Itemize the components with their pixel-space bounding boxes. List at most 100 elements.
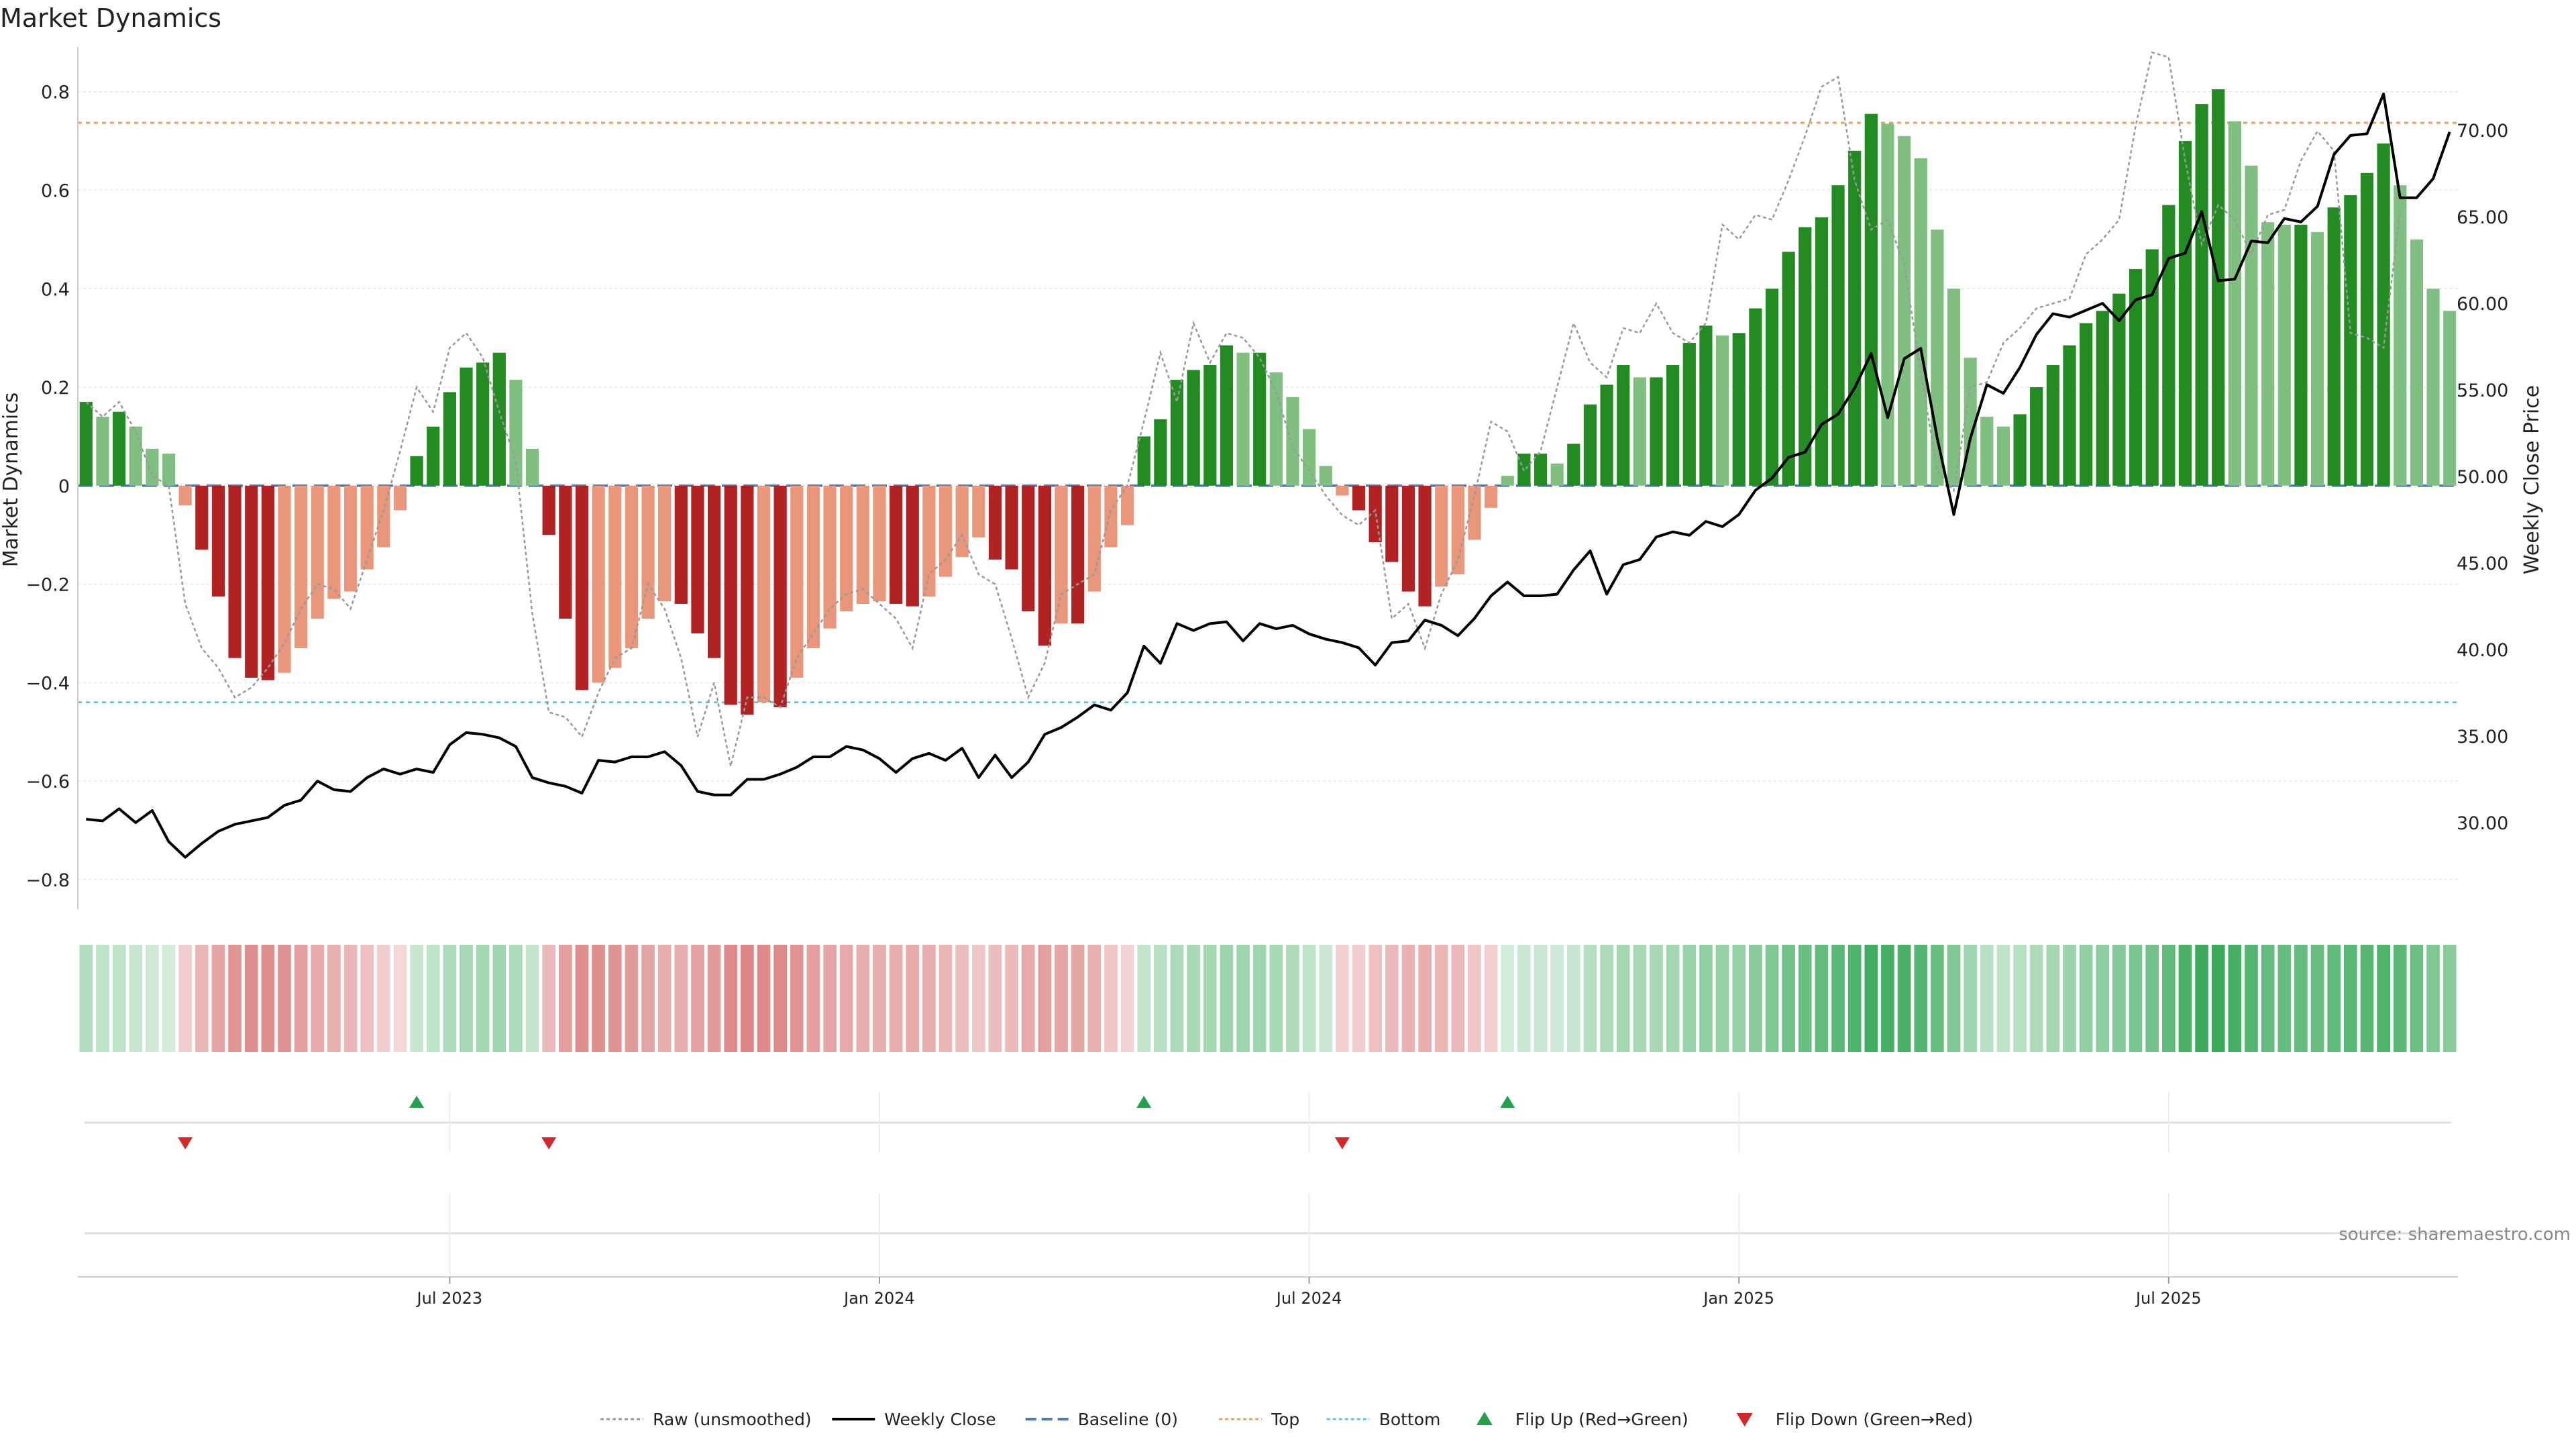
left-tick-label: 0.8	[41, 83, 70, 103]
dynamics-bar	[1534, 454, 1548, 486]
right-tick-label: 30.00	[2457, 813, 2508, 834]
left-tick-label: −0.6	[25, 772, 70, 792]
flip-markers-panel	[85, 1092, 2451, 1153]
dynamics-bar	[443, 392, 456, 486]
heat-cell	[1583, 945, 1597, 1052]
heat-cell	[1302, 945, 1316, 1052]
dynamics-bar	[2426, 289, 2440, 486]
heat-cell	[1286, 945, 1299, 1052]
dynamics-bar	[625, 485, 639, 649]
legend-label: Flip Up (Red→Green)	[1515, 1410, 1688, 1429]
x-tick-label: Jul 2024	[1275, 1289, 1342, 1308]
dynamics-bar	[873, 485, 886, 602]
dynamics-bar	[2245, 165, 2258, 486]
dynamics-bar	[377, 485, 390, 548]
dynamics-bar	[2063, 345, 2076, 486]
dynamics-bar	[96, 417, 109, 486]
dynamics-bar	[1815, 217, 1829, 486]
heat-strip	[79, 945, 2457, 1052]
source-note: source: sharemaestro.com	[2339, 1225, 2571, 1245]
dynamics-bar	[1468, 485, 1481, 540]
heat-cell	[410, 945, 423, 1052]
empty-panel	[85, 1193, 2451, 1275]
heat-cell	[1666, 945, 1680, 1052]
heat-cell	[2063, 945, 2076, 1052]
dynamics-bar	[393, 485, 407, 511]
heat-cell	[376, 945, 390, 1052]
heat-cell	[1815, 945, 1829, 1052]
dynamics-bar	[1996, 426, 2010, 486]
legend-item: Raw (unsmoothed)	[600, 1410, 812, 1429]
right-y-axis: 30.00 35.00 40.00 45.00 50.00 55.00 60.00 65.00…	[2457, 121, 2508, 834]
dynamics-bar	[1799, 227, 1812, 486]
heat-cell	[2443, 945, 2457, 1052]
dynamics-bar	[2129, 268, 2143, 486]
heat-cell	[955, 945, 969, 1052]
dynamics-bar	[2046, 365, 2059, 486]
dynamics-bar	[1435, 485, 1448, 587]
dynamics-bar	[2344, 195, 2357, 486]
dynamics-bar	[476, 362, 490, 486]
heat-cell	[1881, 945, 1894, 1052]
left-axis-label: Market Dynamics	[0, 393, 23, 568]
heat-cell	[1104, 945, 1118, 1052]
x-tick-label: Jan 2025	[1702, 1289, 1774, 1308]
heat-cell	[674, 945, 688, 1052]
heat-cell	[641, 945, 655, 1052]
heat-cell	[1566, 945, 1580, 1052]
heat-cell	[1633, 945, 1647, 1052]
dynamics-bar	[1881, 123, 1894, 486]
heat-cell	[228, 945, 241, 1052]
dynamics-bar	[1137, 436, 1150, 486]
heat-cell	[1517, 945, 1531, 1052]
dynamics-bar	[2162, 205, 2176, 486]
dynamics-bar	[1831, 185, 1845, 486]
heat-cell	[195, 945, 209, 1052]
heat-cell	[1468, 945, 1481, 1052]
heat-cell	[460, 945, 473, 1052]
right-tick-label: 50.00	[2457, 467, 2508, 488]
heat-cell	[2310, 945, 2324, 1052]
dynamics-bar	[343, 485, 358, 592]
dynamics-bar	[1715, 335, 1729, 486]
left-tick-label: −0.4	[25, 673, 70, 694]
dynamics-bar	[691, 485, 704, 634]
legend-label: Baseline (0)	[1078, 1410, 1178, 1429]
dynamics-bar	[460, 367, 473, 486]
dynamics-bar	[1897, 136, 1911, 486]
heat-cell	[558, 945, 572, 1052]
heat-cell	[1021, 945, 1035, 1052]
heat-cell	[724, 945, 738, 1052]
heat-cell	[1484, 945, 1498, 1052]
heat-cell	[592, 945, 605, 1052]
dynamics-bar	[856, 485, 869, 604]
heat-cell	[1831, 945, 1845, 1052]
flip-up-marker	[1136, 1096, 1152, 1108]
close-series	[86, 92, 2451, 859]
heat-cell	[608, 945, 622, 1052]
dynamics-bar	[658, 485, 672, 602]
heat-cell	[1847, 945, 1862, 1052]
dynamics-bar	[608, 485, 622, 668]
heat-cell	[79, 945, 93, 1052]
heat-cell	[2360, 945, 2374, 1052]
dynamics-bar	[542, 485, 555, 535]
dynamics-bar	[906, 485, 919, 607]
heat-cell	[1170, 945, 1184, 1052]
legend-item: Top	[1219, 1410, 1299, 1429]
dynamics-bar	[195, 485, 209, 550]
flip-down-marker	[178, 1137, 193, 1149]
dynamics-bar	[2145, 249, 2159, 486]
dynamics-bar	[1401, 485, 1415, 592]
dynamics-bar	[790, 485, 804, 678]
dynamics-bar	[2310, 231, 2324, 486]
heat-cell	[1336, 945, 1349, 1052]
heat-cell	[1732, 945, 1746, 1052]
heat-cell	[2426, 945, 2440, 1052]
dynamics-bar	[1418, 485, 1432, 607]
heat-cell	[1947, 945, 1961, 1052]
dynamics-bar	[2112, 293, 2126, 486]
dynamics-bar	[2080, 323, 2093, 486]
heat-cell	[625, 945, 639, 1052]
right-axis-label: Weekly Close Price	[2520, 385, 2544, 574]
